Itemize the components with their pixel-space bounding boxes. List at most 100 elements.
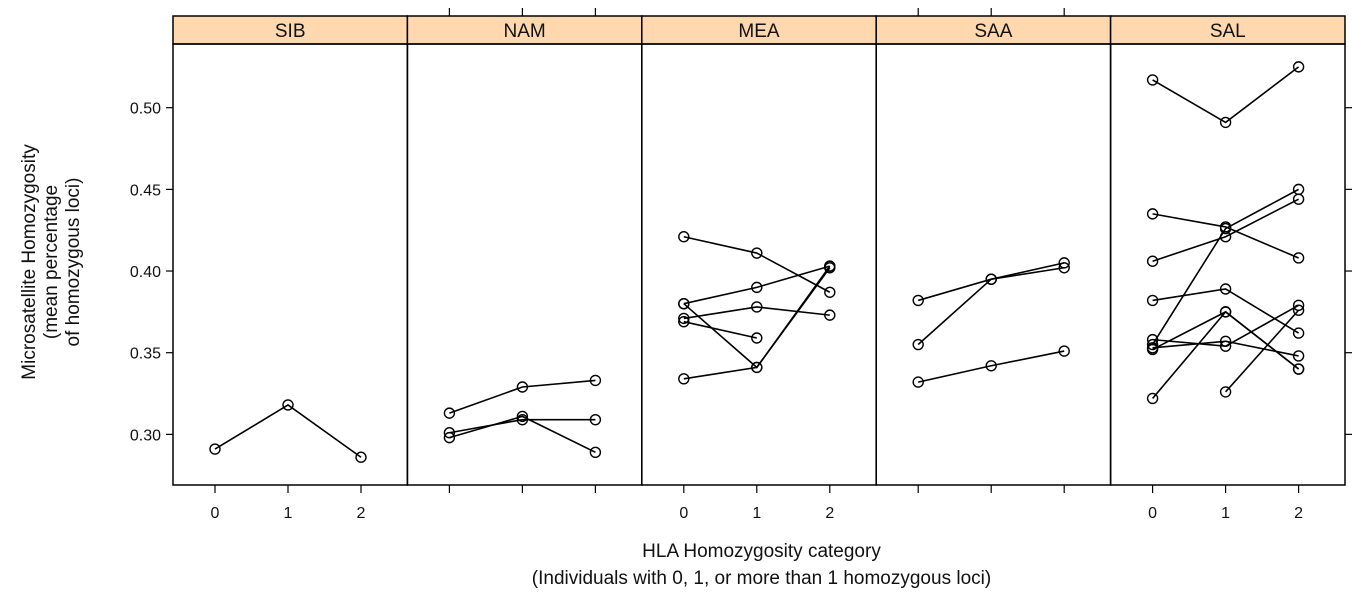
data-point-sib — [209, 443, 221, 455]
x-tick-label: 1 — [752, 505, 761, 522]
data-point-sal — [1292, 304, 1305, 316]
y-tick-label: 0.35 — [130, 346, 161, 363]
data-point-saa — [1058, 257, 1070, 269]
data-point-mea — [678, 312, 690, 325]
series-line-sib — [214, 404, 362, 458]
x-axis-label-line-1: HLA Homozygosity category — [642, 541, 881, 562]
data-point-sal — [1292, 363, 1305, 375]
data-point-mea — [824, 309, 836, 321]
y-axis-label-line-2: (mean percentage — [41, 184, 62, 340]
panel-strip-label: SIB — [275, 21, 306, 42]
series-line-sal — [1225, 309, 1300, 393]
data-point-saa — [985, 360, 997, 372]
data-point-nam — [443, 427, 456, 439]
panel-frame-nam — [406, 43, 643, 486]
data-point-nam — [589, 413, 602, 426]
data-point-mea — [678, 231, 690, 243]
data-point-sal — [1219, 386, 1232, 398]
y-tick-label: 0.50 — [130, 101, 161, 118]
panel-strip-label: SAL — [1210, 21, 1246, 42]
series-line-sal — [1152, 198, 1299, 262]
x-tick-label: 0 — [679, 505, 688, 522]
data-point-mea — [824, 286, 836, 298]
data-point-nam — [443, 431, 456, 444]
series-line-sal — [1151, 310, 1300, 399]
data-point-sal — [1146, 255, 1159, 267]
data-point-sal — [1146, 392, 1159, 405]
x-tick-label: 0 — [1148, 505, 1157, 522]
data-point-mea — [678, 373, 690, 385]
data-point-saa — [912, 338, 924, 351]
y-tick-label: 0.40 — [130, 264, 161, 281]
series-line-saa — [917, 262, 1065, 346]
series-line-mea — [683, 267, 831, 380]
data-point-sal — [1292, 350, 1305, 362]
panel-strip-label: NAM — [503, 21, 545, 42]
data-point-nam — [589, 446, 602, 459]
y-tick-label: 0.45 — [130, 182, 161, 199]
data-point-nam — [516, 410, 529, 423]
x-tick-label: 1 — [284, 505, 293, 522]
data-point-sal — [1146, 343, 1159, 356]
panel-strip-label: SAA — [974, 21, 1012, 42]
data-point-sal — [1219, 222, 1232, 235]
panel-strip-label: MEA — [738, 21, 780, 42]
data-point-saa — [1058, 345, 1070, 357]
data-point-nam — [516, 381, 529, 393]
data-point-mea — [751, 301, 763, 313]
data-point-sal — [1146, 294, 1159, 307]
data-point-sal — [1146, 208, 1159, 220]
data-point-sal — [1146, 338, 1159, 351]
data-point-sal — [1219, 283, 1232, 295]
data-point-sal — [1219, 335, 1232, 347]
data-point-saa — [912, 376, 924, 388]
panel-frame-saa — [875, 43, 1112, 486]
data-point-mea — [751, 361, 763, 374]
y-axis-label-line-3: of homozygous loci) — [63, 177, 84, 347]
series-line-sal — [1152, 340, 1299, 357]
series-line-mea — [683, 320, 757, 339]
x-tick-label: 2 — [1294, 505, 1303, 522]
series-line-mea — [683, 306, 830, 320]
y-axis-label-line-1: Microsatellite Homozygosity — [19, 144, 40, 380]
data-point-saa — [985, 273, 997, 285]
data-point-mea — [751, 332, 763, 344]
series-line-nam — [449, 418, 596, 434]
data-point-mea — [824, 262, 836, 274]
data-point-sal — [1219, 116, 1232, 129]
data-point-saa — [912, 294, 924, 307]
x-axis-label-line-2: (Individuals with 0, 1, or more than 1 h… — [531, 568, 992, 589]
series-line-mea — [683, 235, 831, 293]
series-line-mea — [683, 265, 831, 305]
data-point-sib — [282, 399, 294, 411]
panel-strip-nam — [406, 15, 643, 45]
data-point-sal — [1146, 74, 1159, 86]
x-tick-label: 1 — [1221, 505, 1230, 522]
panel-frame-sib — [172, 43, 409, 486]
data-point-mea — [678, 298, 690, 310]
x-tick-label: 2 — [825, 505, 834, 522]
series-line-nam — [449, 379, 596, 414]
x-tick-label: 0 — [211, 505, 220, 522]
data-point-mea — [751, 247, 763, 259]
series-line-nam — [449, 415, 596, 454]
data-point-sib — [355, 451, 367, 463]
series-line-sal — [1152, 66, 1300, 124]
data-point-nam — [589, 374, 602, 387]
data-point-sal — [1292, 252, 1305, 264]
data-point-sal — [1292, 61, 1305, 73]
data-point-mea — [678, 315, 690, 328]
panel-frame-mea — [641, 43, 877, 486]
data-point-sal — [1292, 183, 1305, 196]
series-line-sal — [1152, 213, 1299, 259]
y-tick-label: 0.30 — [130, 427, 161, 444]
panel-strip-sib — [172, 15, 409, 45]
x-tick-label: 2 — [357, 505, 366, 522]
data-point-sal — [1219, 306, 1232, 318]
series-line-saa — [918, 350, 1065, 383]
panel-frame-sal — [1109, 43, 1346, 486]
data-point-nam — [443, 407, 456, 419]
data-point-sal — [1292, 327, 1305, 339]
series-line-sal — [1151, 188, 1299, 345]
